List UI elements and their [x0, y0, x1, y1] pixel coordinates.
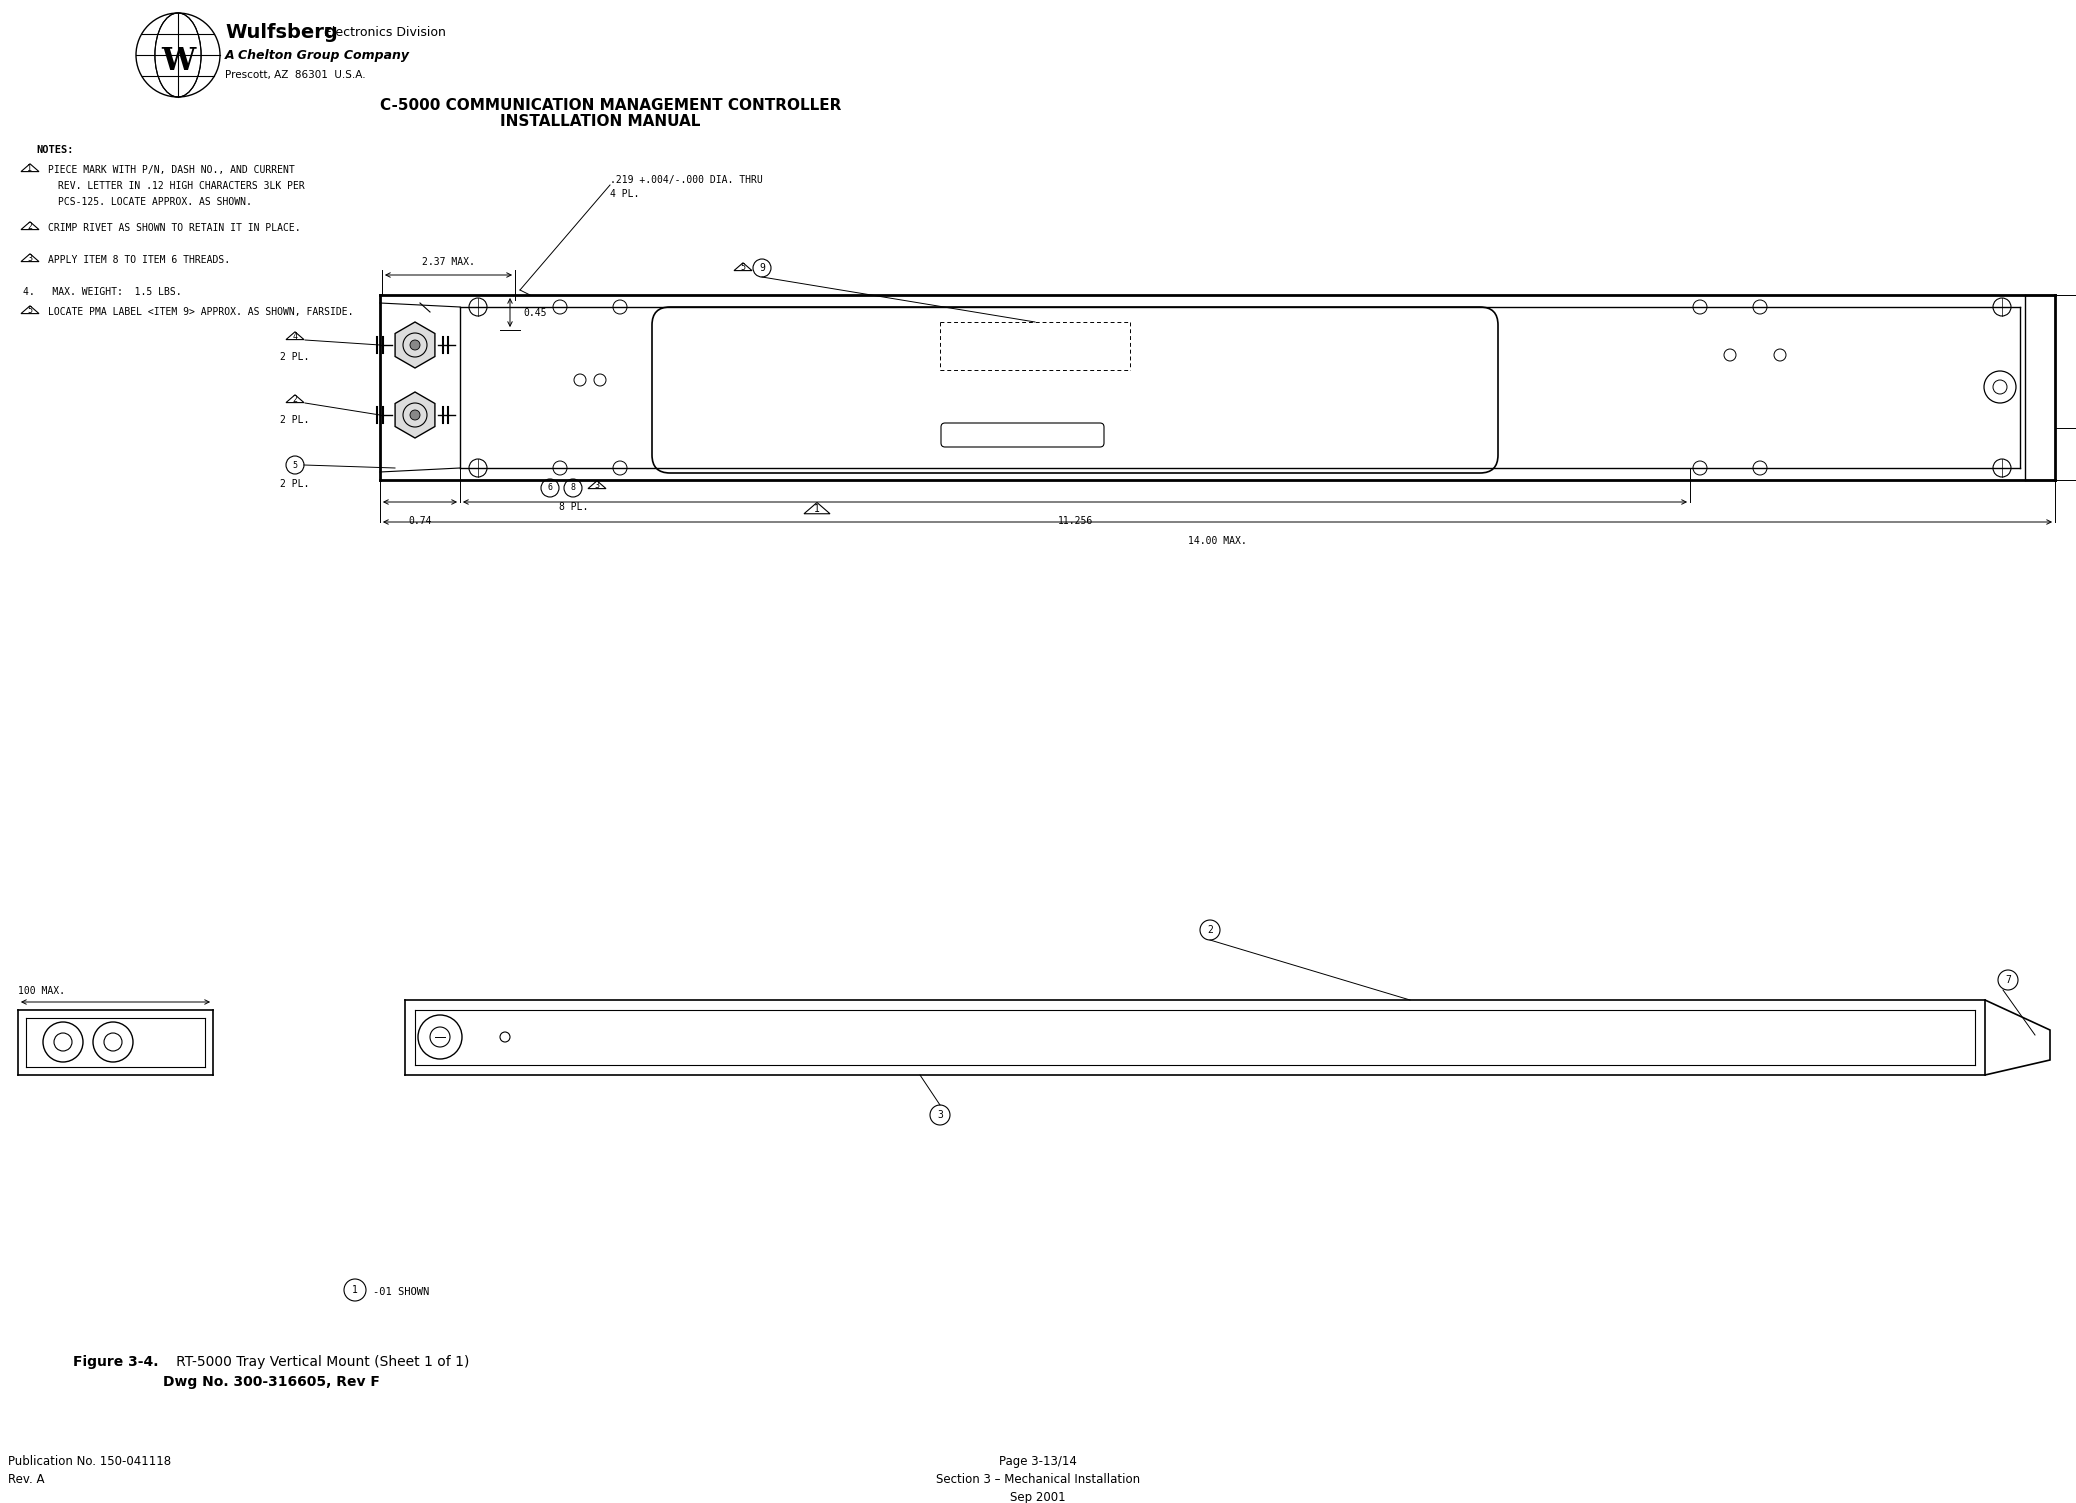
Text: 4 PL.: 4 PL. — [610, 189, 639, 198]
Text: Figure 3-4.: Figure 3-4. — [73, 1356, 158, 1369]
Text: Dwg No. 300-316605, Rev F: Dwg No. 300-316605, Rev F — [164, 1375, 380, 1389]
Text: 1: 1 — [27, 164, 33, 173]
Text: 8: 8 — [571, 484, 575, 493]
Text: 1: 1 — [353, 1285, 357, 1296]
Text: 2 PL.: 2 PL. — [280, 352, 309, 362]
Text: 2 PL.: 2 PL. — [280, 479, 309, 488]
Text: Page 3-13/14: Page 3-13/14 — [999, 1455, 1077, 1468]
Text: 3: 3 — [936, 1111, 943, 1120]
Text: 2.37 MAX.: 2.37 MAX. — [421, 257, 475, 268]
Text: PCS-125. LOCATE APPROX. AS SHOWN.: PCS-125. LOCATE APPROX. AS SHOWN. — [58, 197, 251, 207]
Text: 2: 2 — [293, 395, 297, 404]
Text: 14.00 MAX.: 14.00 MAX. — [1187, 537, 1248, 546]
Text: CRIMP RIVET AS SHOWN TO RETAIN IT IN PLACE.: CRIMP RIVET AS SHOWN TO RETAIN IT IN PLA… — [48, 222, 301, 233]
Text: 0.45: 0.45 — [523, 308, 546, 317]
Text: W: W — [160, 47, 195, 78]
Text: 5: 5 — [741, 263, 745, 272]
Text: 8 PL.: 8 PL. — [558, 502, 588, 513]
Text: 1: 1 — [814, 504, 820, 514]
Text: 7: 7 — [2005, 975, 2012, 984]
Text: .219 +.004/-.000 DIA. THRU: .219 +.004/-.000 DIA. THRU — [610, 174, 762, 185]
Circle shape — [409, 340, 419, 350]
Text: Publication No. 150-041118: Publication No. 150-041118 — [8, 1455, 170, 1468]
Text: NOTES:: NOTES: — [35, 144, 73, 155]
Polygon shape — [394, 392, 434, 437]
Text: LOCATE PMA LABEL <ITEM 9> APPROX. AS SHOWN, FARSIDE.: LOCATE PMA LABEL <ITEM 9> APPROX. AS SHO… — [48, 307, 353, 317]
Text: 4.   MAX. WEIGHT:  1.5 LBS.: 4. MAX. WEIGHT: 1.5 LBS. — [23, 287, 181, 298]
Text: 9: 9 — [760, 263, 764, 274]
Text: 2: 2 — [1206, 924, 1212, 935]
Text: INSTALLATION MANUAL: INSTALLATION MANUAL — [500, 114, 700, 129]
Text: 6: 6 — [548, 484, 552, 493]
Text: 3: 3 — [27, 254, 33, 263]
Text: PIECE MARK WITH P/N, DASH NO., AND CURRENT: PIECE MARK WITH P/N, DASH NO., AND CURRE… — [48, 165, 295, 174]
Text: Electronics Division: Electronics Division — [320, 27, 446, 39]
Text: 3: 3 — [594, 481, 600, 490]
Text: 5: 5 — [27, 307, 33, 316]
Text: Sep 2001: Sep 2001 — [1011, 1491, 1065, 1503]
Text: 2 PL.: 2 PL. — [280, 415, 309, 425]
Circle shape — [409, 410, 419, 419]
Text: 2: 2 — [27, 222, 33, 231]
Text: Rev. A: Rev. A — [8, 1473, 44, 1486]
Text: 5: 5 — [293, 460, 297, 469]
Text: A Chelton Group Company: A Chelton Group Company — [224, 48, 409, 62]
Text: RT-5000 Tray Vertical Mount (Sheet 1 of 1): RT-5000 Tray Vertical Mount (Sheet 1 of … — [164, 1356, 469, 1369]
Text: -01 SHOWN: -01 SHOWN — [374, 1287, 430, 1297]
Text: REV. LETTER IN .12 HIGH CHARACTERS 3LK PER: REV. LETTER IN .12 HIGH CHARACTERS 3LK P… — [58, 180, 305, 191]
Text: Wulfsberg: Wulfsberg — [224, 24, 338, 42]
Text: 100 MAX.: 100 MAX. — [19, 986, 64, 996]
Text: C-5000 COMMUNICATION MANAGEMENT CONTROLLER: C-5000 COMMUNICATION MANAGEMENT CONTROLL… — [380, 98, 841, 113]
Text: 0.74: 0.74 — [409, 516, 432, 526]
Text: Section 3 – Mechanical Installation: Section 3 – Mechanical Installation — [936, 1473, 1140, 1486]
Text: 4: 4 — [293, 332, 297, 341]
Text: APPLY ITEM 8 TO ITEM 6 THREADS.: APPLY ITEM 8 TO ITEM 6 THREADS. — [48, 256, 230, 265]
Text: 11.256: 11.256 — [1057, 516, 1092, 526]
Text: Prescott, AZ  86301  U.S.A.: Prescott, AZ 86301 U.S.A. — [224, 71, 365, 80]
Polygon shape — [394, 322, 434, 368]
